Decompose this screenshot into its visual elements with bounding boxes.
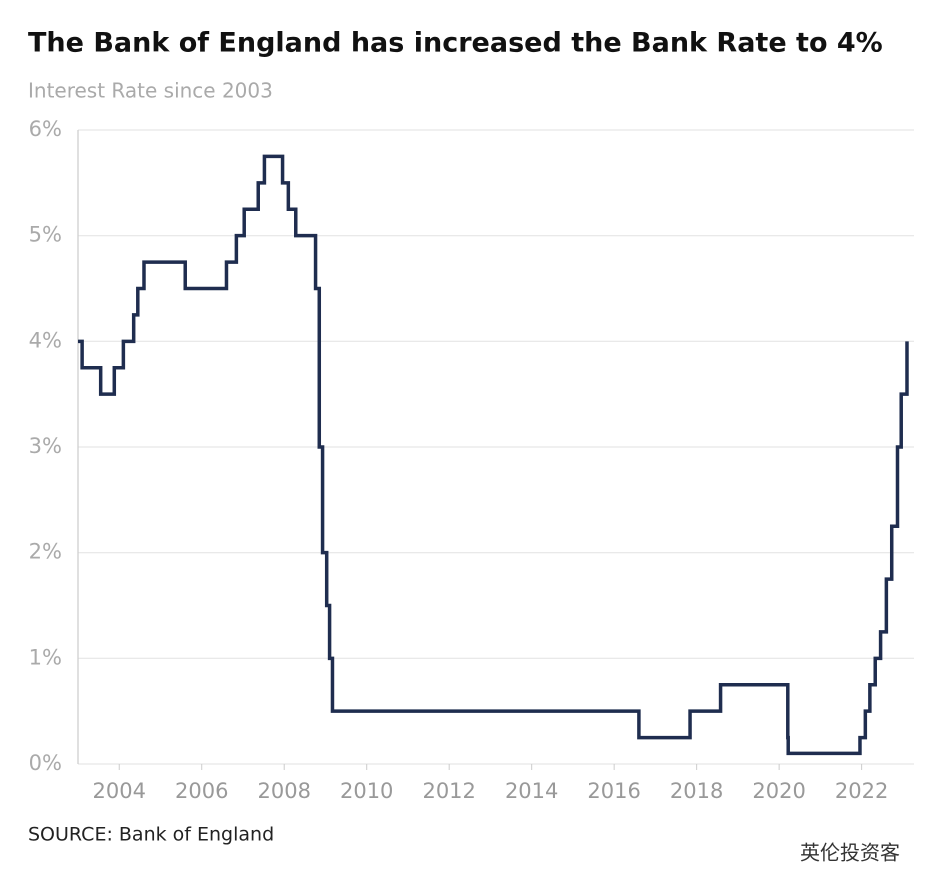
rate-line (78, 154, 909, 756)
y-tick-label: 6% (29, 117, 62, 141)
x-tick-label: 2008 (257, 779, 310, 803)
source: SOURCE: Bank of England (28, 824, 274, 846)
y-tick-label: 2% (29, 540, 62, 564)
x-tick-label: 2004 (93, 779, 146, 803)
watermark: 英伦投资客 (800, 841, 900, 865)
x-tick-label: 2010 (340, 779, 393, 803)
chart-subtitle: Interest Rate since 2003 (28, 79, 273, 103)
x-tick-label: 2018 (670, 779, 723, 803)
x-tick-label: 2020 (752, 779, 805, 803)
x-tick-label: 2016 (587, 779, 640, 803)
y-tick-label: 4% (29, 328, 62, 352)
x-tick-label: 2014 (505, 779, 558, 803)
y-tick-label: 3% (29, 434, 62, 458)
y-tick-label: 1% (29, 645, 62, 669)
y-tick-label: 5% (29, 223, 62, 247)
x-tick-label: 2006 (175, 779, 228, 803)
y-tick-label: 0% (29, 751, 62, 775)
x-tick-label: 2012 (422, 779, 475, 803)
chart-title: The Bank of England has increased the Ba… (28, 28, 883, 59)
x-tick-label: 2022 (835, 779, 888, 803)
